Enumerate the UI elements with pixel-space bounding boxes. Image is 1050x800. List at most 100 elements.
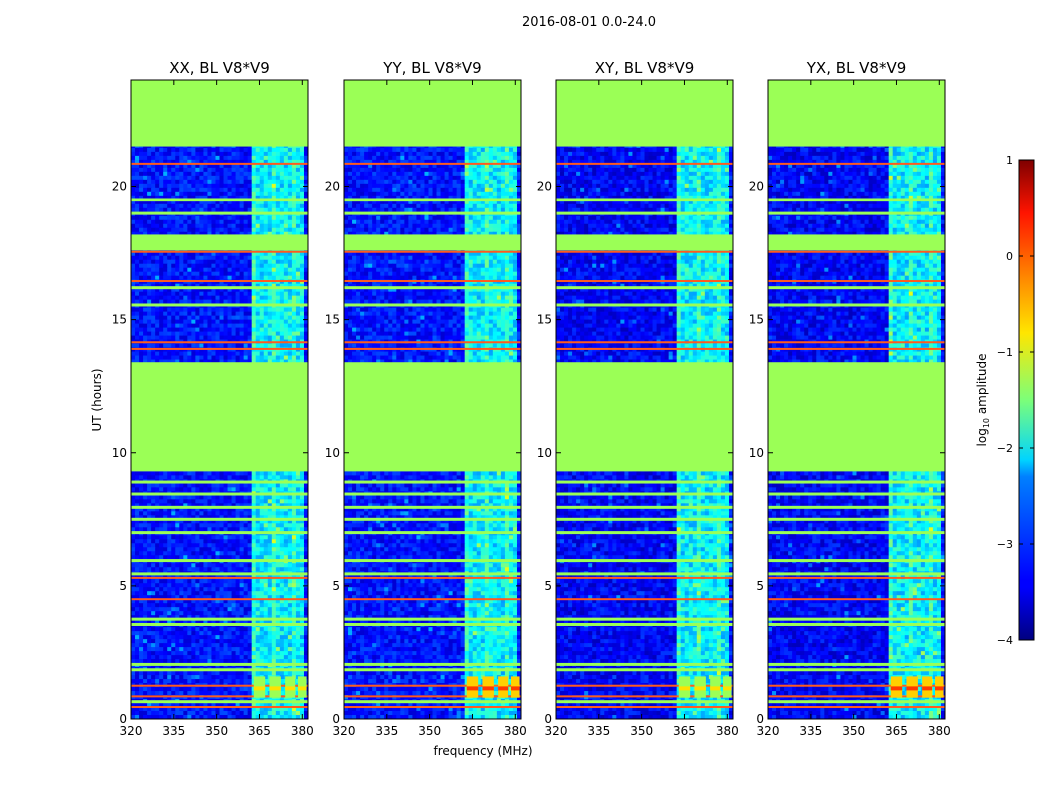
rfi-block-core (298, 686, 307, 691)
flag-line (556, 662, 733, 666)
rfi-line (768, 280, 945, 283)
rfi-line (556, 684, 733, 687)
flag-line (131, 572, 308, 576)
flagged-block (768, 362, 945, 472)
rfi-line (344, 347, 521, 350)
spectrogram-xx (131, 80, 308, 719)
panel-title: XY, BL V8*V9 (595, 59, 695, 77)
flag-line (768, 700, 945, 704)
plot-frame (130, 79, 309, 720)
panel-yx: YX, BL V8*V9 320 335 350 365 380 0 5 10 15 20 (749, 59, 951, 738)
flag-line (344, 531, 521, 535)
rfi-line (344, 162, 521, 165)
flagged-block (131, 198, 308, 202)
x-tick-label: 335 (375, 724, 398, 738)
rfi-block-core (710, 686, 721, 691)
x-tick-label: 320 (120, 724, 143, 738)
y-tick-label: 20 (537, 180, 552, 194)
flag-line (131, 286, 308, 290)
flagged-block (344, 234, 521, 251)
rfi-line (768, 598, 945, 601)
flagged-block (344, 198, 521, 202)
flag-line (768, 492, 945, 496)
flag-line (131, 303, 308, 307)
rfi-line (344, 341, 521, 344)
rfi-line (131, 576, 308, 579)
y-tick-label: 5 (119, 579, 127, 593)
rfi-line (768, 341, 945, 344)
flag-line (131, 492, 308, 496)
x-tick-label: 335 (587, 724, 610, 738)
flag-line (556, 617, 733, 621)
flag-line (768, 531, 945, 535)
colorbar: 1 0 −1 −2 −3 −4 log10 amplitude (975, 154, 1035, 647)
x-tick-label: 350 (630, 724, 653, 738)
flagged-block (556, 234, 733, 251)
y-tick-label: 15 (749, 313, 764, 327)
rfi-line (556, 347, 733, 350)
rfi-line (344, 280, 521, 283)
rfi-line (344, 706, 521, 709)
x-tick-label: 365 (461, 724, 484, 738)
rfi-line (131, 598, 308, 601)
flag-line (768, 662, 945, 666)
colorbar-tick-label: −1 (997, 346, 1013, 359)
flag-line (768, 286, 945, 290)
rfi-block-core (482, 686, 494, 691)
x-tick-label: 320 (757, 724, 780, 738)
y-tick-label: 5 (332, 579, 340, 593)
panel-xy: XY, BL V8*V9 320 335 350 365 380 0 5 10 15 20 (537, 59, 739, 738)
flag-line (768, 572, 945, 576)
y-tick-label: 5 (756, 579, 764, 593)
rfi-line (131, 347, 308, 350)
x-tick-label: 380 (504, 724, 527, 738)
colorbar-tick-label: 0 (1006, 250, 1013, 263)
flag-line (556, 303, 733, 307)
flagged-block (768, 80, 945, 147)
y-tick-label: 15 (112, 313, 127, 327)
flag-line (344, 622, 521, 626)
flag-line (344, 492, 521, 496)
y-axis-label: UT (hours) (90, 368, 104, 431)
rfi-line (556, 598, 733, 601)
rfi-line (556, 706, 733, 709)
colorbar-tick-label: 1 (1006, 154, 1013, 167)
flag-line (768, 617, 945, 621)
x-tick-label: 365 (248, 724, 271, 738)
flagged-block (556, 198, 733, 202)
flag-line (556, 700, 733, 704)
colorbar-label: log10 amplitude (975, 354, 991, 447)
rfi-line (768, 706, 945, 709)
flag-line (556, 492, 733, 496)
flag-line (556, 480, 733, 484)
rfi-line (556, 280, 733, 283)
rfi-block-core (922, 686, 933, 691)
flag-line (344, 480, 521, 484)
rfi-line (556, 576, 733, 579)
x-tick-label: 380 (291, 724, 314, 738)
flag-line (131, 517, 308, 521)
rfi-line (556, 341, 733, 344)
y-tick-label: 0 (544, 712, 552, 726)
flag-line (131, 480, 308, 484)
rfi-line (556, 250, 733, 253)
y-tick-label: 5 (544, 579, 552, 593)
y-tick-label: 15 (325, 313, 340, 327)
flag-line (131, 531, 308, 535)
rfi-block-core (511, 686, 520, 691)
rfi-block-core (694, 686, 706, 691)
flag-line (556, 517, 733, 521)
rfi-block-core (906, 686, 918, 691)
flag-line (768, 559, 945, 563)
rfi-line (344, 598, 521, 601)
rfi-line (131, 684, 308, 687)
rfi-block-core (678, 686, 691, 691)
rfi-line (131, 250, 308, 253)
flag-line (556, 211, 733, 215)
x-tick-label: 335 (162, 724, 185, 738)
flagged-block (344, 362, 521, 472)
flag-line (768, 668, 945, 672)
panel-title: YX, BL V8*V9 (806, 59, 907, 77)
rfi-block-core (890, 686, 903, 691)
